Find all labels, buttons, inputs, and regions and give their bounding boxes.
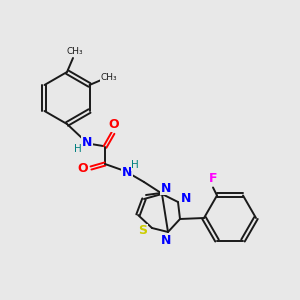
Text: O: O: [78, 163, 88, 176]
Text: N: N: [122, 166, 132, 178]
Text: N: N: [161, 182, 171, 194]
Text: N: N: [181, 193, 191, 206]
Text: N: N: [82, 136, 92, 148]
Text: S: S: [139, 224, 148, 238]
Text: H: H: [131, 160, 139, 170]
Text: CH₃: CH₃: [100, 73, 117, 82]
Text: H: H: [74, 144, 82, 154]
Text: F: F: [209, 172, 217, 185]
Text: N: N: [161, 233, 171, 247]
Text: O: O: [109, 118, 119, 131]
Text: CH₃: CH₃: [67, 47, 83, 56]
